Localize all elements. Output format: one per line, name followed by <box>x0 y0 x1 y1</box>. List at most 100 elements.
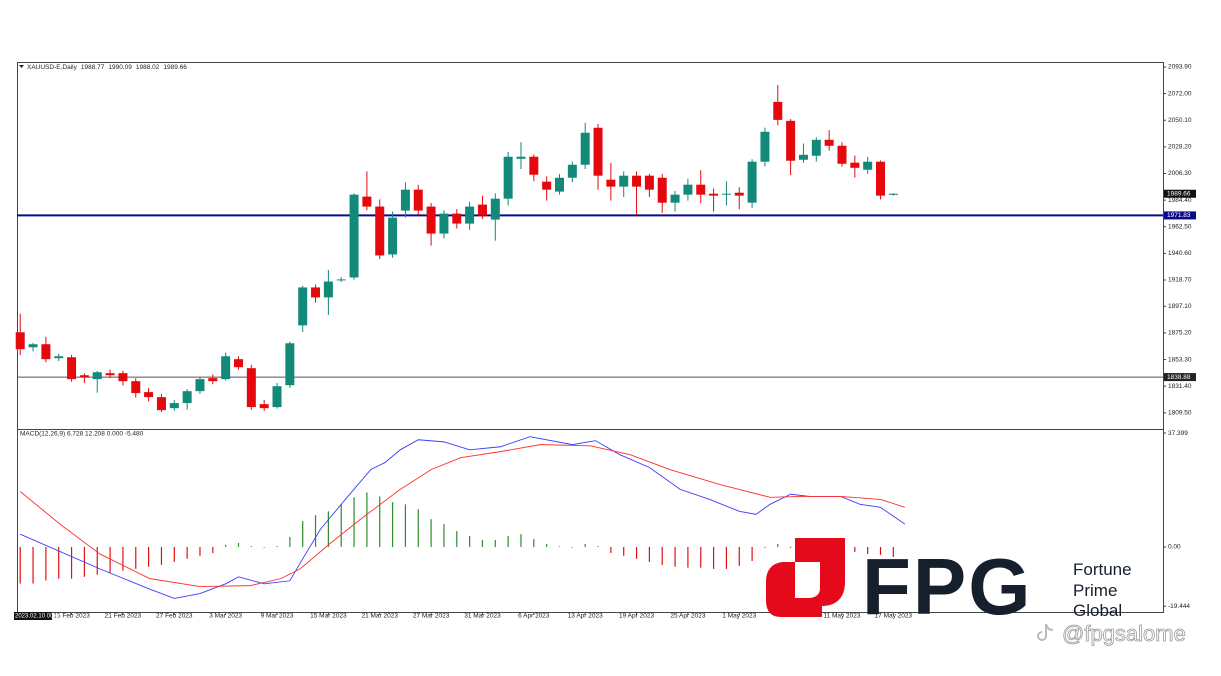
current-price-label: 1989.66 <box>1167 190 1191 197</box>
logo-line: Global <box>1073 601 1122 620</box>
y-tick-label: 1853.30 <box>1168 356 1192 363</box>
histogram-bar <box>892 546 894 558</box>
candle-body <box>413 189 423 211</box>
candle-body <box>118 373 128 382</box>
candle-body <box>503 156 513 199</box>
candle-body <box>208 378 218 382</box>
candle-body <box>632 175 642 187</box>
y-tick-label: 1940.60 <box>1168 250 1192 257</box>
y-tick-label: 2050.10 <box>1168 117 1192 124</box>
candle-body <box>619 175 629 187</box>
candle-body <box>606 179 616 187</box>
histogram-bar <box>430 519 432 547</box>
header-value: 1990.09 <box>108 64 132 71</box>
x-tick-label: 3 Mar 2023 <box>209 613 242 620</box>
histogram-bar <box>366 492 368 547</box>
candle-body <box>824 139 834 146</box>
histogram-bar <box>417 509 419 547</box>
candle-body <box>439 213 449 234</box>
histogram-bar <box>327 511 329 547</box>
candle-body <box>311 287 321 298</box>
histogram-bar <box>469 535 471 547</box>
x-tick-label: 17 May 2023 <box>875 613 913 620</box>
x-tick-label: 25 Apr 2023 <box>670 613 705 620</box>
price-label-box <box>1164 373 1196 382</box>
price-label: 1838.88 <box>1167 374 1191 381</box>
histogram-bar <box>507 535 509 547</box>
histogram-bar <box>546 543 548 547</box>
histogram-bar <box>635 546 638 559</box>
histogram-bar <box>32 546 34 584</box>
candle-body <box>567 164 577 178</box>
histogram-bar <box>96 546 98 575</box>
histogram-bar <box>571 546 573 548</box>
candle-body <box>760 131 770 162</box>
candle-body <box>221 356 231 380</box>
candle-body <box>798 154 808 160</box>
histogram-bar <box>751 546 753 561</box>
x-tick-label: 21 Mar 2023 <box>361 613 398 620</box>
histogram-bar <box>456 531 458 547</box>
x-tick-label: 19 Apr 2023 <box>619 613 654 620</box>
candle-body <box>105 373 115 376</box>
y-tick-label: 37.399 <box>1168 430 1188 437</box>
candle-body <box>657 177 667 203</box>
y-tick-label: 2072.00 <box>1168 90 1192 97</box>
candle-body <box>542 181 552 190</box>
y-tick-label: 2028.20 <box>1168 144 1192 151</box>
candle-body <box>28 344 38 348</box>
candle-body <box>465 206 475 224</box>
histogram-bar <box>353 497 355 547</box>
histogram-bar <box>700 546 702 568</box>
symbol: XAUUSD-E,Daily <box>27 64 78 71</box>
x-tick-label: 1 May 2023 <box>722 613 756 620</box>
y-tick-label: 1831.40 <box>1168 383 1192 390</box>
candle-body <box>555 177 565 192</box>
histogram-bar <box>494 539 496 547</box>
candle-body <box>734 192 744 196</box>
histogram-bar <box>674 546 676 567</box>
candle-body <box>349 194 359 278</box>
x-tick-label: 15 Feb 2023 <box>53 613 90 620</box>
candle-body <box>182 391 192 404</box>
candle-body <box>388 217 398 255</box>
histogram-bar <box>263 546 265 548</box>
histogram-bar <box>584 543 586 547</box>
candle-body <box>15 332 25 350</box>
candle-body <box>452 213 462 224</box>
candle-body <box>233 359 243 368</box>
handle: @fpgsalome <box>1062 621 1186 646</box>
x-tick-label: 15 Mar 2023 <box>310 613 347 620</box>
candle-body <box>272 386 282 408</box>
candle-body <box>426 206 436 234</box>
candle-body <box>259 404 269 409</box>
candle-body <box>156 397 166 411</box>
histogram-bar <box>404 504 407 547</box>
candle-body <box>54 356 64 359</box>
histogram-bar <box>225 544 227 547</box>
plot-area: XAUUSD-E,Daily 1988.77 1990.09 1988.02 1989.… <box>14 64 1196 620</box>
candle-body <box>195 379 205 392</box>
candle-body <box>786 120 796 161</box>
indicator-title: MACD(12,26,9) 6.728 12.208 0.000 -5.480 <box>20 431 144 438</box>
candle-body <box>850 162 860 168</box>
candle-body <box>876 161 886 196</box>
histogram-bar <box>520 534 522 547</box>
y-tick-label: -19.444 <box>1168 603 1190 610</box>
histogram-bar <box>533 539 535 547</box>
current-price-box <box>1164 189 1196 198</box>
chart-title: XAUUSD-E,Daily 1988.77 1990.09 1988.02 1989.… <box>27 64 187 71</box>
histogram-bar <box>340 504 342 547</box>
histogram-bar <box>19 546 21 584</box>
header-value: 1989.66 <box>163 64 187 71</box>
histogram-bar <box>109 546 111 573</box>
histogram-bar <box>391 502 394 547</box>
histogram-bar <box>160 546 163 565</box>
x-tick-label: 21 Feb 2023 <box>105 613 142 620</box>
y-tick-label: 1984.40 <box>1168 197 1192 204</box>
candle-body <box>747 161 757 203</box>
candle-body <box>670 194 680 203</box>
y-tick-label: 1918.70 <box>1168 277 1192 284</box>
